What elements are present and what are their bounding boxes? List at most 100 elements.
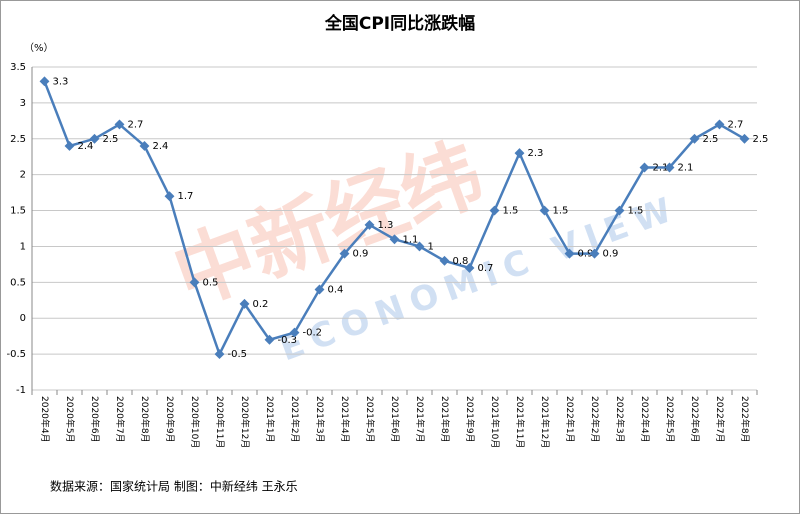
point-marker — [389, 234, 400, 245]
point-marker — [514, 148, 525, 159]
x-tick-label: 2020年4月 — [39, 396, 51, 443]
data-label: 1 — [428, 241, 434, 252]
data-label: 1.7 — [178, 191, 194, 202]
y-tick-label: 0.5 — [10, 277, 26, 288]
x-tick-label: 2020年8月 — [139, 396, 151, 443]
x-tick-label: 2021年1月 — [264, 396, 276, 443]
point-marker — [614, 205, 625, 216]
y-tick-label: 3 — [20, 98, 26, 109]
point-marker — [139, 141, 150, 151]
data-label: 0.9 — [353, 249, 369, 260]
x-tick-label: 2020年5月 — [64, 396, 76, 443]
point-marker — [89, 133, 100, 144]
data-label: 1.5 — [503, 206, 519, 217]
y-tick-label: 2.5 — [10, 134, 26, 145]
data-label: 2.5 — [103, 134, 119, 145]
data-label: 0.8 — [453, 256, 469, 267]
y-tick-label: -0.5 — [6, 349, 26, 360]
data-label: 0.9 — [603, 249, 619, 260]
x-tick-label: 2020年9月 — [164, 396, 176, 443]
x-tick-label: 2020年11月 — [214, 396, 226, 448]
point-marker — [689, 133, 700, 144]
x-tick-label: 2020年6月 — [89, 396, 101, 443]
x-tick-label: 2021年7月 — [414, 396, 426, 443]
y-tick-label: 1.5 — [10, 206, 26, 217]
data-label: 2.5 — [753, 134, 769, 145]
point-marker — [664, 162, 675, 173]
data-label: 2.4 — [153, 141, 169, 152]
point-marker — [589, 248, 600, 259]
data-label: 2.5 — [703, 134, 719, 145]
point-marker — [339, 248, 350, 259]
x-tick-label: 2021年8月 — [439, 396, 451, 443]
point-marker — [114, 119, 125, 130]
x-tick-label: 2020年10月 — [189, 396, 201, 448]
point-marker — [439, 255, 450, 266]
y-tick-label: 1 — [20, 241, 26, 252]
y-tick-label: 2 — [20, 170, 26, 181]
point-marker — [414, 241, 425, 252]
data-label: 1.5 — [628, 206, 644, 217]
point-marker — [239, 298, 250, 309]
data-label: 1.1 — [403, 234, 419, 245]
data-label: 1.3 — [378, 220, 394, 231]
data-label: 0.9 — [578, 249, 594, 260]
x-tick-label: 2022年7月 — [714, 396, 726, 443]
data-label: 3.3 — [53, 76, 69, 87]
data-label: 2.3 — [528, 148, 544, 159]
x-tick-label: 2021年10月 — [489, 396, 501, 448]
data-label: 2.7 — [728, 119, 744, 130]
point-marker — [489, 205, 500, 216]
y-tick-label: 0 — [20, 313, 26, 324]
data-label: 2.1 — [653, 162, 669, 173]
x-tick-label: 2022年4月 — [639, 396, 651, 443]
x-tick-label: 2021年3月 — [314, 396, 326, 443]
x-tick-label: 2022年5月 — [664, 396, 676, 443]
point-marker — [539, 205, 550, 216]
point-marker — [64, 141, 75, 151]
x-tick-label: 2020年12月 — [239, 396, 251, 448]
x-tick-label: 2022年8月 — [739, 396, 751, 443]
point-marker — [314, 284, 325, 295]
x-tick-label: 2022年6月 — [689, 396, 701, 443]
point-marker — [164, 191, 175, 202]
data-label: 2.1 — [678, 162, 694, 173]
point-marker — [214, 349, 225, 360]
point-marker — [264, 334, 275, 345]
x-tick-label: 2022年1月 — [564, 396, 576, 443]
x-tick-label: 2020年7月 — [114, 396, 126, 443]
point-marker — [464, 263, 475, 273]
data-label: 2.7 — [128, 119, 144, 130]
point-marker — [639, 162, 650, 173]
data-label: 0.7 — [478, 263, 494, 274]
x-tick-label: 2021年2月 — [289, 396, 301, 443]
x-tick-label: 2021年6月 — [389, 396, 401, 443]
x-tick-label: 2022年2月 — [589, 396, 601, 443]
data-label: 0.2 — [253, 299, 269, 310]
point-marker — [39, 76, 50, 87]
source-note: 数据来源：国家统计局 制图：中新经纬 王永乐 — [50, 479, 298, 494]
data-label: -0.3 — [278, 335, 298, 346]
data-label: 0.4 — [328, 285, 344, 296]
point-marker — [739, 133, 750, 144]
y-unit: （%） — [24, 42, 54, 54]
point-marker — [714, 119, 725, 130]
x-tick-label: 2021年12月 — [539, 396, 551, 448]
data-label: -0.2 — [303, 328, 323, 339]
x-tick-label: 2021年9月 — [464, 396, 476, 443]
chart-title: 全国CPI同比涨跌幅 — [324, 13, 475, 34]
data-label: 0.5 — [203, 277, 219, 288]
y-tick-label: -1 — [16, 385, 26, 396]
data-label: 1.5 — [553, 206, 569, 217]
point-marker — [564, 248, 575, 259]
x-tick-label: 2021年5月 — [364, 396, 376, 443]
point-marker — [289, 327, 300, 338]
x-tick-label: 2021年11月 — [514, 396, 526, 448]
point-marker — [189, 277, 200, 288]
x-tick-label: 2022年3月 — [614, 396, 626, 443]
data-label: 2.4 — [78, 141, 94, 152]
x-tick-label: 2021年4月 — [339, 396, 351, 443]
data-label: -0.5 — [228, 349, 248, 360]
